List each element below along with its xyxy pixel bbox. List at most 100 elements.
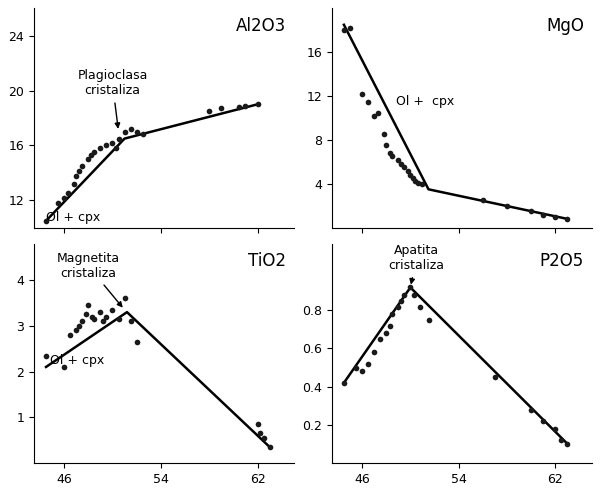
Point: [526, 406, 536, 413]
Point: [101, 313, 111, 321]
Point: [410, 176, 420, 184]
Point: [357, 368, 367, 375]
Point: [373, 109, 383, 117]
Point: [255, 429, 265, 437]
Point: [41, 217, 51, 225]
Point: [83, 301, 93, 309]
Point: [400, 291, 409, 299]
Point: [394, 302, 403, 310]
Point: [95, 144, 105, 152]
Point: [98, 317, 107, 325]
Point: [138, 130, 148, 138]
Point: [132, 338, 142, 346]
Point: [408, 174, 418, 182]
Point: [77, 162, 87, 170]
Point: [253, 100, 262, 108]
Point: [69, 180, 79, 188]
Point: [241, 102, 250, 110]
Point: [388, 153, 397, 161]
Point: [86, 151, 95, 159]
Point: [65, 331, 75, 339]
Point: [403, 166, 413, 174]
Point: [363, 98, 373, 106]
Point: [205, 107, 214, 115]
Point: [101, 141, 111, 149]
Point: [217, 104, 226, 112]
Point: [418, 180, 427, 188]
Point: [132, 128, 142, 136]
Point: [478, 196, 488, 204]
Point: [345, 24, 355, 32]
Point: [409, 291, 419, 299]
Text: TiO2: TiO2: [248, 252, 286, 270]
Point: [413, 179, 422, 187]
Point: [87, 313, 97, 321]
Point: [502, 202, 512, 210]
Point: [370, 112, 379, 120]
Point: [95, 308, 105, 316]
Text: Al2O3: Al2O3: [236, 17, 286, 35]
Point: [235, 103, 244, 111]
Point: [357, 90, 367, 98]
Point: [388, 310, 397, 318]
Point: [385, 149, 395, 157]
Point: [424, 316, 433, 324]
Text: Ol + cpx: Ol + cpx: [46, 210, 100, 224]
Point: [551, 213, 560, 221]
Point: [400, 164, 409, 171]
Point: [59, 363, 69, 371]
Point: [53, 199, 63, 207]
Point: [259, 434, 268, 442]
Point: [107, 139, 117, 147]
Point: [406, 284, 415, 291]
Point: [63, 190, 73, 198]
Point: [71, 327, 81, 334]
Point: [490, 373, 500, 381]
Point: [120, 128, 130, 136]
Point: [77, 317, 87, 325]
Point: [71, 171, 81, 179]
Point: [253, 420, 262, 428]
Point: [107, 306, 117, 314]
Point: [59, 194, 69, 202]
Point: [557, 436, 566, 444]
Point: [385, 322, 395, 329]
Point: [339, 26, 349, 34]
Point: [376, 335, 385, 343]
Point: [526, 207, 536, 215]
Text: MgO: MgO: [546, 17, 584, 35]
Text: Ol +  cpx: Ol + cpx: [396, 95, 454, 108]
Point: [120, 294, 130, 302]
Point: [126, 317, 136, 325]
Point: [563, 215, 572, 223]
Point: [382, 329, 391, 337]
Text: Magnetita
cristaliza: Magnetita cristaliza: [57, 252, 122, 306]
Point: [74, 167, 83, 175]
Text: Plagioclasa
cristaliza: Plagioclasa cristaliza: [77, 70, 148, 127]
Point: [74, 322, 83, 330]
Point: [81, 310, 91, 318]
Point: [563, 440, 572, 448]
Point: [539, 417, 548, 425]
Point: [112, 144, 121, 152]
Point: [406, 171, 415, 179]
Point: [265, 443, 274, 451]
Point: [551, 425, 560, 433]
Point: [363, 360, 373, 368]
Point: [396, 297, 406, 305]
Point: [339, 379, 349, 387]
Point: [539, 210, 548, 218]
Point: [415, 302, 425, 310]
Point: [379, 130, 389, 138]
Text: P2O5: P2O5: [539, 252, 584, 270]
Point: [394, 156, 403, 164]
Text: Ol + cpx: Ol + cpx: [50, 354, 104, 367]
Point: [396, 160, 406, 168]
Point: [351, 364, 361, 371]
Point: [126, 125, 136, 133]
Point: [83, 155, 93, 163]
Point: [114, 315, 124, 323]
Point: [89, 315, 99, 323]
Point: [370, 348, 379, 356]
Point: [382, 141, 391, 149]
